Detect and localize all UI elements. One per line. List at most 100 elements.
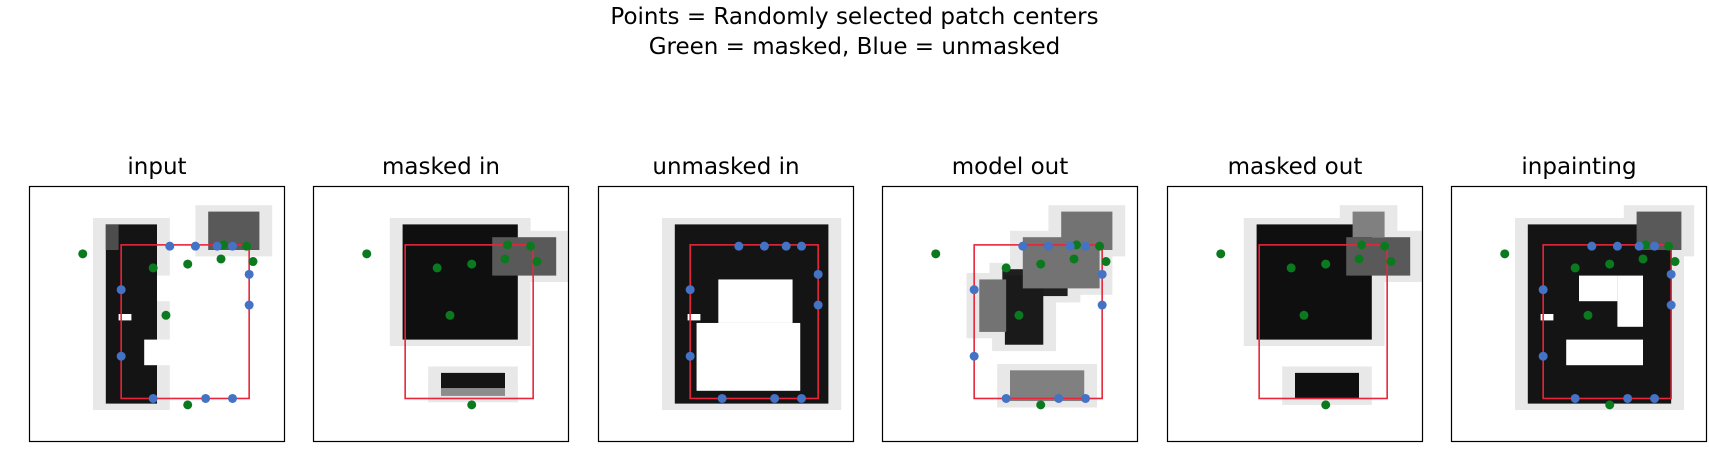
unmasked-point bbox=[685, 351, 695, 361]
masked-point bbox=[242, 241, 252, 251]
unmasked-point bbox=[1634, 241, 1644, 251]
unmasked-point bbox=[797, 393, 807, 403]
unmasked-point bbox=[148, 393, 158, 403]
masked-point bbox=[1638, 254, 1648, 264]
unmasked-point bbox=[228, 393, 238, 403]
bounding-box bbox=[689, 244, 819, 400]
panel-frame bbox=[881, 185, 1139, 443]
unmasked-point bbox=[770, 393, 780, 403]
image-hole bbox=[195, 275, 221, 327]
masked-point bbox=[216, 254, 226, 264]
panel-frame bbox=[597, 185, 855, 443]
masked-point bbox=[183, 400, 193, 410]
panel-title: inpainting bbox=[1521, 154, 1637, 180]
unmasked-point bbox=[1587, 241, 1597, 251]
unmasked-point bbox=[190, 241, 200, 251]
unmasked-point bbox=[228, 241, 238, 251]
unmasked-point bbox=[734, 241, 744, 251]
image-panel bbox=[597, 185, 855, 443]
image-hole bbox=[696, 322, 801, 391]
panel-title: unmasked in bbox=[652, 154, 800, 180]
unmasked-point bbox=[1065, 241, 1075, 251]
masked-point bbox=[1036, 400, 1046, 410]
unmasked-point bbox=[116, 285, 126, 295]
unmasked-point bbox=[969, 285, 979, 295]
image-panel bbox=[312, 185, 570, 443]
unmasked-point bbox=[717, 393, 727, 403]
masked-point bbox=[445, 310, 455, 320]
panel-title: model out bbox=[951, 154, 1069, 180]
figure-title-line-2: Green = masked, Blue = unmasked bbox=[648, 34, 1061, 60]
masked-point bbox=[1583, 310, 1593, 320]
panel-frame bbox=[1166, 185, 1424, 443]
unmasked-point bbox=[1538, 351, 1548, 361]
masked-point bbox=[78, 249, 88, 259]
panel-frame bbox=[1450, 185, 1708, 443]
image-block bbox=[979, 279, 1007, 332]
masked-point bbox=[1605, 400, 1615, 410]
masked-point bbox=[1036, 259, 1046, 269]
masked-point bbox=[467, 259, 477, 269]
figure-title-line-1: Points = Randomly selected patch centers bbox=[610, 4, 1099, 30]
image-hole bbox=[718, 279, 793, 323]
image-block bbox=[105, 224, 119, 250]
image-hole bbox=[157, 275, 196, 302]
bounding-box bbox=[973, 244, 1103, 400]
unmasked-point bbox=[244, 300, 254, 310]
masked-point bbox=[1357, 240, 1367, 250]
panel-title: input bbox=[127, 154, 187, 180]
unmasked-point bbox=[813, 300, 823, 310]
masked-point bbox=[1605, 259, 1615, 269]
image-hole bbox=[1540, 314, 1554, 321]
figure-title: Points = Randomly selected patch centers… bbox=[0, 2, 1709, 62]
masked-point bbox=[532, 257, 542, 267]
masked-point bbox=[1670, 257, 1680, 267]
unmasked-point bbox=[201, 393, 211, 403]
masked-point bbox=[1354, 254, 1364, 264]
panel-frame bbox=[28, 185, 286, 443]
image-hole bbox=[687, 314, 701, 321]
unmasked-point bbox=[1623, 393, 1633, 403]
image-block bbox=[1295, 372, 1359, 399]
unmasked-point bbox=[1650, 393, 1660, 403]
image-panel bbox=[1450, 185, 1708, 443]
image-panel bbox=[1166, 185, 1424, 443]
image-panel bbox=[28, 185, 286, 443]
image-hole bbox=[144, 339, 221, 366]
masked-point bbox=[1570, 263, 1580, 273]
masked-point bbox=[248, 257, 258, 267]
unmasked-point bbox=[212, 241, 222, 251]
bounding-box bbox=[1542, 244, 1672, 400]
masked-point bbox=[1664, 241, 1674, 251]
masked-point bbox=[432, 263, 442, 273]
unmasked-point bbox=[165, 241, 175, 251]
unmasked-point bbox=[1081, 241, 1091, 251]
unmasked-point bbox=[781, 241, 791, 251]
unmasked-point bbox=[116, 351, 126, 361]
masked-point bbox=[1286, 263, 1296, 273]
image-block bbox=[1010, 370, 1085, 402]
image-hole bbox=[1566, 339, 1643, 366]
unmasked-point bbox=[759, 241, 769, 251]
unmasked-point bbox=[1043, 241, 1053, 251]
masked-point bbox=[931, 249, 941, 259]
image-block bbox=[441, 372, 505, 389]
unmasked-point bbox=[1538, 285, 1548, 295]
unmasked-point bbox=[1097, 300, 1107, 310]
image-hole bbox=[1579, 275, 1618, 302]
masked-point bbox=[1069, 254, 1079, 264]
bounding-box bbox=[120, 244, 250, 400]
panel-title: masked in bbox=[381, 154, 500, 180]
masked-point bbox=[1001, 263, 1011, 273]
image-panel bbox=[881, 185, 1139, 443]
unmasked-point bbox=[1612, 241, 1622, 251]
image-block bbox=[1352, 211, 1385, 238]
unmasked-point bbox=[969, 351, 979, 361]
masked-point bbox=[1299, 310, 1309, 320]
masked-point bbox=[1380, 241, 1390, 251]
unmasked-point bbox=[813, 269, 823, 279]
panel-frame bbox=[312, 185, 570, 443]
unmasked-point bbox=[1018, 241, 1028, 251]
unmasked-point bbox=[797, 241, 807, 251]
masked-point bbox=[161, 310, 171, 320]
